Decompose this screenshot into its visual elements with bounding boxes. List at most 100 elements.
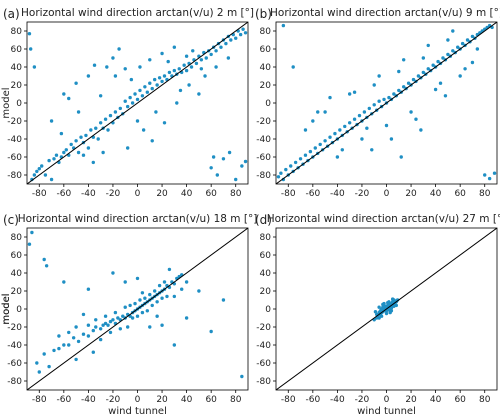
data-point <box>397 69 401 74</box>
data-point <box>388 310 392 315</box>
y-tick-label: 80 <box>260 27 272 37</box>
data-point <box>98 121 103 125</box>
data-point <box>386 301 390 305</box>
data-point <box>81 153 86 157</box>
data-point <box>103 314 108 318</box>
data-point <box>143 85 147 89</box>
data-point <box>446 38 450 42</box>
x-tick-label: 80 <box>479 395 491 405</box>
data-point <box>59 131 64 136</box>
data-point <box>98 337 103 342</box>
data-point <box>465 38 470 42</box>
plot-area <box>27 22 248 184</box>
x-tick-label: -60 <box>56 395 71 405</box>
y-tick-label: 40 <box>11 269 23 279</box>
data-point <box>123 99 127 103</box>
data-point <box>116 316 120 320</box>
data-point <box>362 110 367 114</box>
data-point <box>94 126 98 130</box>
data-point <box>91 350 96 354</box>
data-point <box>86 146 91 150</box>
y-tick-label: -40 <box>256 341 271 351</box>
data-point <box>172 45 177 49</box>
y-tick-label: -80 <box>256 377 271 387</box>
x-axis-title: wind tunnel <box>108 406 167 416</box>
data-point <box>352 90 357 94</box>
data-point <box>84 133 88 138</box>
data-point <box>89 128 93 132</box>
data-point <box>401 58 406 62</box>
data-point <box>27 32 32 36</box>
x-tick-label: 0 <box>384 189 390 199</box>
data-point <box>365 126 369 130</box>
x-tick-label: -40 <box>81 395 96 405</box>
data-point <box>421 56 426 60</box>
data-point <box>215 173 220 177</box>
data-point <box>184 68 189 73</box>
data-point <box>177 67 181 71</box>
data-point <box>113 110 118 114</box>
x-tick-label: 60 <box>205 395 217 405</box>
data-point <box>54 153 59 157</box>
data-point <box>463 67 467 71</box>
data-point <box>92 63 97 67</box>
data-point <box>44 264 49 268</box>
x-tick-label: 40 <box>181 395 193 405</box>
data-point <box>421 70 426 75</box>
data-point <box>123 67 127 71</box>
data-point <box>389 306 394 310</box>
data-point <box>86 334 91 338</box>
data-point <box>347 92 352 96</box>
data-point <box>191 49 195 53</box>
panel-1: (b)Horizontal wind direction arctan(v/u)… <box>255 7 500 199</box>
y-tick-label: -20 <box>256 323 271 333</box>
data-point <box>234 177 238 182</box>
data-point <box>145 90 150 94</box>
data-point <box>152 289 157 293</box>
y-tick-label: -40 <box>7 135 22 145</box>
data-point <box>209 166 213 170</box>
data-point <box>135 314 140 318</box>
data-point <box>62 343 66 347</box>
panel-label: (c) <box>3 213 19 227</box>
data-point <box>101 150 105 155</box>
data-point <box>96 137 100 141</box>
data-point <box>276 175 281 179</box>
data-point <box>42 352 46 356</box>
data-point <box>426 43 430 48</box>
data-point <box>189 65 194 69</box>
y-tick-label: -20 <box>256 117 271 127</box>
data-point <box>135 97 140 102</box>
data-point <box>187 83 191 87</box>
data-point <box>148 292 152 297</box>
x-tick-label: 20 <box>405 395 417 405</box>
data-point <box>219 45 223 49</box>
y-axis-title: model <box>1 87 12 118</box>
plot-area <box>276 22 497 184</box>
data-point <box>28 47 33 51</box>
data-point <box>470 60 475 65</box>
data-point <box>313 146 317 150</box>
data-point <box>335 155 340 159</box>
data-point <box>130 101 135 105</box>
data-point <box>401 85 406 89</box>
data-point <box>293 160 298 165</box>
data-point <box>123 280 127 284</box>
data-point <box>150 139 154 143</box>
data-point <box>209 52 213 57</box>
data-point <box>436 59 440 64</box>
data-point <box>184 316 189 320</box>
y-tick-label: -60 <box>256 153 271 163</box>
y-tick-label: -20 <box>7 117 22 127</box>
data-point <box>238 32 243 37</box>
data-point <box>145 309 150 313</box>
data-point <box>384 123 389 128</box>
data-point <box>74 325 78 329</box>
y-tick-label: 80 <box>11 233 23 243</box>
data-point <box>328 135 332 139</box>
data-point <box>229 38 233 42</box>
reference-line <box>27 228 248 390</box>
data-point <box>148 325 152 329</box>
data-point <box>180 287 184 291</box>
data-point <box>172 343 177 347</box>
